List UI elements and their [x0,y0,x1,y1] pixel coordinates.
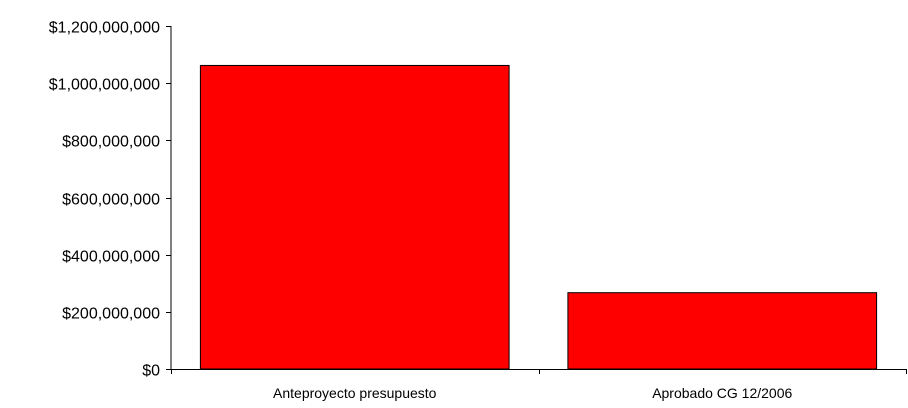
bars [199,64,878,370]
y-tick-label: $800,000,000 [62,134,160,151]
y-tick-label: $400,000,000 [62,249,160,266]
y-axis: $0 $200,000,000 $400,000,000 $600,000,000 $8… [49,20,172,380]
y-tick-label: $600,000,000 [62,192,160,209]
y-tick-label: $200,000,000 [62,306,160,323]
x-category-label: Anteproyecto presupuesto [273,385,437,401]
bar-1 [199,64,510,370]
x-axis: Anteproyecto presupuesto Aprobado CG 12/2… [171,369,907,401]
y-tick-label: $1,000,000,000 [49,77,160,94]
bar-2 [567,292,878,370]
x-category-label: Aprobado CG 12/2006 [652,385,792,401]
y-tick-label: $1,200,000,000 [49,20,160,37]
y-tick-label: $0 [142,363,160,380]
